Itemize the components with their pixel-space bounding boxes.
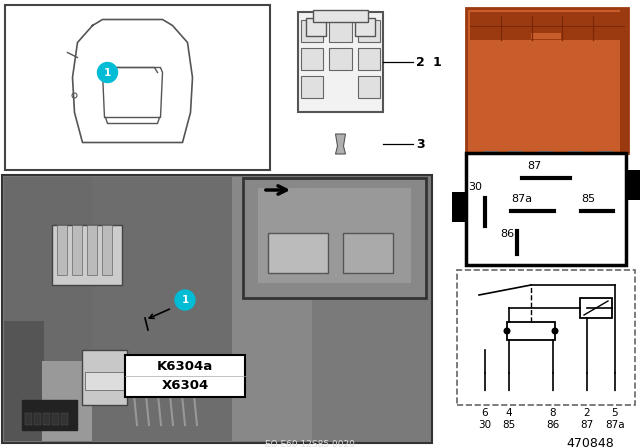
Bar: [87, 225, 97, 275]
Text: 85: 85: [502, 420, 516, 430]
Bar: [52, 225, 122, 285]
Bar: [568, 151, 582, 183]
Bar: [452, 193, 466, 223]
Bar: [507, 322, 555, 340]
Bar: [42, 361, 92, 441]
Circle shape: [480, 392, 490, 402]
Bar: [343, 233, 393, 273]
Bar: [25, 413, 32, 425]
Text: 5: 5: [612, 408, 618, 418]
Text: K6304a: K6304a: [157, 360, 213, 373]
Bar: [243, 178, 426, 298]
Text: 86: 86: [547, 420, 559, 430]
Text: 30: 30: [479, 420, 492, 430]
Bar: [466, 153, 626, 265]
Text: 1: 1: [433, 56, 442, 69]
Circle shape: [97, 63, 118, 82]
Text: 87a: 87a: [511, 194, 532, 204]
Bar: [470, 12, 624, 40]
Bar: [570, 153, 574, 181]
Bar: [466, 8, 628, 153]
Bar: [510, 153, 514, 181]
Bar: [298, 12, 383, 112]
Bar: [34, 413, 41, 425]
Bar: [306, 18, 326, 36]
Bar: [4, 177, 94, 441]
Bar: [598, 151, 612, 183]
Circle shape: [548, 392, 558, 402]
Bar: [484, 151, 498, 183]
Bar: [508, 151, 522, 183]
Bar: [43, 413, 50, 425]
Bar: [486, 153, 490, 181]
Bar: [102, 225, 112, 275]
Circle shape: [504, 328, 510, 334]
Bar: [538, 151, 552, 183]
Text: 2: 2: [416, 56, 425, 69]
Bar: [301, 76, 323, 98]
Bar: [531, 33, 561, 39]
Bar: [626, 170, 640, 200]
Text: 87: 87: [580, 420, 594, 430]
Bar: [2, 175, 432, 443]
Bar: [580, 298, 612, 318]
Text: X6304: X6304: [161, 379, 209, 392]
Bar: [600, 153, 604, 181]
Circle shape: [552, 328, 558, 334]
Text: 1: 1: [181, 295, 189, 305]
Bar: [457, 270, 635, 405]
Bar: [330, 48, 351, 70]
Bar: [358, 20, 380, 42]
Bar: [232, 177, 312, 441]
Bar: [61, 413, 68, 425]
Text: 1: 1: [104, 68, 111, 78]
Bar: [52, 413, 59, 425]
Bar: [5, 5, 270, 170]
Bar: [82, 350, 127, 405]
Bar: [125, 355, 245, 397]
Bar: [330, 20, 351, 42]
Circle shape: [582, 392, 592, 402]
Bar: [57, 225, 67, 275]
Bar: [620, 8, 628, 153]
Bar: [301, 20, 323, 42]
Circle shape: [610, 392, 620, 402]
Circle shape: [504, 392, 514, 402]
Text: 87a: 87a: [605, 420, 625, 430]
Bar: [4, 321, 44, 441]
Bar: [540, 153, 544, 181]
Bar: [92, 177, 232, 441]
Bar: [258, 188, 411, 283]
Text: 4: 4: [506, 408, 512, 418]
Text: 6: 6: [482, 408, 488, 418]
Text: 3: 3: [416, 138, 424, 151]
Bar: [301, 48, 323, 70]
Text: 30: 30: [468, 181, 482, 192]
Bar: [22, 400, 77, 430]
Text: 470848: 470848: [566, 436, 614, 448]
Text: EO E60 12S85 0020: EO E60 12S85 0020: [265, 439, 355, 448]
Circle shape: [175, 290, 195, 310]
Bar: [72, 225, 82, 275]
Text: 2: 2: [584, 408, 590, 418]
Bar: [268, 233, 328, 273]
Bar: [313, 10, 368, 22]
Bar: [355, 18, 375, 36]
Text: 85: 85: [581, 194, 595, 204]
Text: 8: 8: [550, 408, 556, 418]
Text: 87: 87: [527, 161, 541, 171]
Bar: [85, 372, 124, 390]
Text: 86: 86: [500, 228, 514, 239]
Polygon shape: [335, 134, 346, 154]
Bar: [358, 76, 380, 98]
Bar: [358, 48, 380, 70]
